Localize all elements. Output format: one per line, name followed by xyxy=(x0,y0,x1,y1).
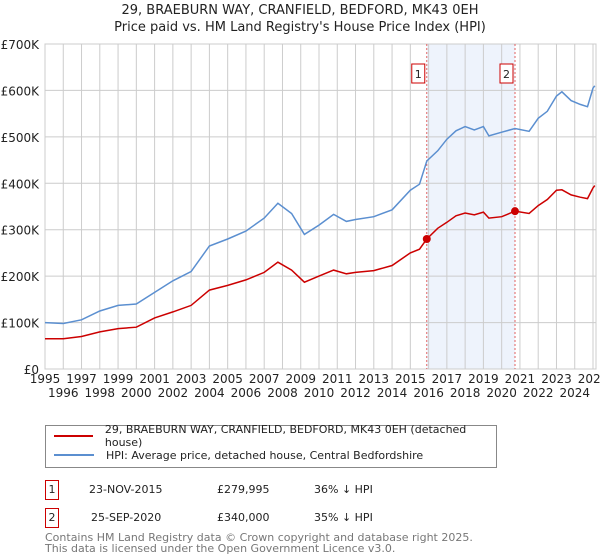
x-tick-label: 2024 xyxy=(559,386,590,400)
footer-line: This data is licensed under the Open Gov… xyxy=(45,542,396,555)
x-tick-label: 2025 xyxy=(578,372,600,386)
x-tick-label: 2018 xyxy=(450,386,481,400)
sale-badge-label: 1 xyxy=(415,68,422,81)
transaction-date: 25-SEP-2020 xyxy=(91,511,162,524)
plot-frame xyxy=(44,43,597,370)
transaction-date: 23-NOV-2015 xyxy=(89,483,163,496)
x-tick-label: 1999 xyxy=(103,372,134,386)
legend-swatch-red xyxy=(54,435,93,437)
y-tick-label: £700K xyxy=(1,38,41,52)
x-tick-label: 2005 xyxy=(212,372,243,386)
legend-label: 29, BRAEBURN WAY, CRANFIELD, BEDFORD, MK… xyxy=(104,423,467,449)
chart-subtitle: Price paid vs. HM Land Registry's House … xyxy=(114,20,486,35)
x-tick-label: 1997 xyxy=(66,372,97,386)
shaded-period xyxy=(426,44,516,369)
x-tick-label: 2001 xyxy=(139,372,170,386)
x-tick-label: 2015 xyxy=(395,372,426,386)
transaction-price: £279,995 xyxy=(217,483,270,496)
x-tick-label: 1996 xyxy=(48,386,79,400)
legend-item-property: 29, BRAEBURN WAY, CRANFIELD, BEDFORD, MK… xyxy=(54,423,496,449)
sale-badge xyxy=(499,63,514,84)
x-tick-label: 1998 xyxy=(85,386,116,400)
sale-badge-label: 2 xyxy=(503,68,510,81)
x-tick-label: 2000 xyxy=(121,386,152,400)
footer-line: Contains HM Land Registry data © Crown c… xyxy=(45,531,473,544)
x-tick-label: 2012 xyxy=(340,386,371,400)
y-tick-label: £300K xyxy=(1,224,41,238)
y-tick-label: £200K xyxy=(1,270,41,284)
chart-title: 29, BRAEBURN WAY, CRANFIELD, BEDFORD, MK… xyxy=(121,3,479,18)
x-tick-label: 2021 xyxy=(505,372,536,386)
legend-item-hpi: HPI: Average price, detached house, Cent… xyxy=(54,446,423,464)
y-tick-label: £500K xyxy=(1,131,41,145)
hpi-line xyxy=(44,85,596,325)
x-tick-label: 2022 xyxy=(523,386,554,400)
sale-point xyxy=(422,235,431,244)
y-tick-label: £100K xyxy=(1,317,41,331)
x-tick-label: 2013 xyxy=(359,372,390,386)
x-tick-label: 2003 xyxy=(176,372,207,386)
marker-badge: 2 xyxy=(45,508,59,528)
x-tick-label: 2006 xyxy=(231,386,262,400)
x-tick-label: 2017 xyxy=(432,372,463,386)
x-tick-label: 1995 xyxy=(30,372,61,386)
x-tick-label: 2011 xyxy=(322,372,353,386)
x-tick-label: 2008 xyxy=(267,386,298,400)
x-tick-label: 2016 xyxy=(413,386,444,400)
footer: Contains HM Land Registry data © Crown c… xyxy=(45,532,473,554)
price-chart: 1995199619971998199920002001200220032004… xyxy=(1,38,600,400)
y-tick-label: £400K xyxy=(1,177,41,191)
legend-label: HPI: Average price, detached house, Cent… xyxy=(106,448,424,462)
x-tick-label: 2002 xyxy=(158,386,189,400)
marker-badge: 1 xyxy=(45,480,59,500)
x-tick-label: 2004 xyxy=(194,386,225,400)
x-tick-label: 2009 xyxy=(285,372,316,386)
legend-swatch-blue xyxy=(54,454,94,456)
y-tick-label: £600K xyxy=(1,84,41,98)
transaction-price: £340,000 xyxy=(217,511,270,524)
y-tick-label: £0 xyxy=(24,363,39,377)
transaction-row: 2 25-SEP-2020 £340,000 35% ↓ HPI xyxy=(45,508,545,528)
sale-point xyxy=(511,207,520,216)
x-tick-label: 2007 xyxy=(249,372,280,386)
x-tick-label: 2023 xyxy=(541,372,572,386)
x-tick-label: 2020 xyxy=(486,386,517,400)
transaction-row: 1 23-NOV-2015 £279,995 36% ↓ HPI xyxy=(45,480,545,500)
property-price-line xyxy=(45,185,596,340)
transaction-hpi: 35% ↓ HPI xyxy=(314,511,373,524)
legend: 29, BRAEBURN WAY, CRANFIELD, BEDFORD, MK… xyxy=(45,423,497,468)
x-tick-label: 2019 xyxy=(468,372,499,386)
x-tick-label: 2014 xyxy=(377,386,408,400)
x-tick-label: 2010 xyxy=(304,386,335,400)
sale-badge xyxy=(411,63,426,84)
transaction-hpi: 36% ↓ HPI xyxy=(314,483,373,496)
